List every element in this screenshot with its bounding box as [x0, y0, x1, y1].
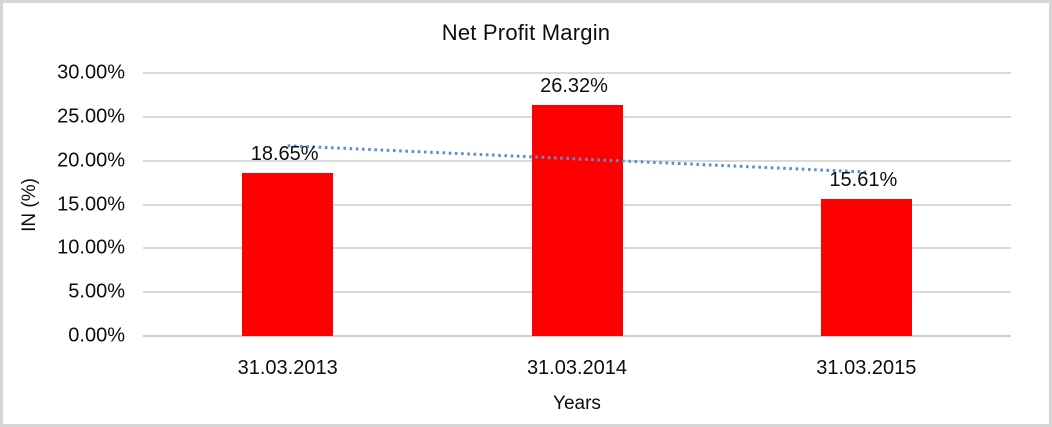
chart-title: Net Profit Margin — [441, 20, 611, 45]
gridline — [143, 335, 1011, 337]
plot-area: 18.65% 26.32% 15.61% — [143, 72, 1011, 337]
y-tick-label: 5.00% — [68, 280, 125, 303]
bar — [820, 199, 912, 336]
bar — [242, 172, 334, 336]
x-tick-label: 31.03.2014 — [526, 357, 628, 379]
x-tick-label: 31.03.2015 — [816, 357, 917, 379]
y-tick-label: 15.00% — [57, 193, 125, 215]
gridline — [143, 72, 1011, 74]
x-tick-label: 31.03.2013 — [237, 357, 338, 379]
bar-data-label: 26.32% — [540, 75, 608, 98]
x-axis-label: Years — [553, 393, 601, 414]
y-tick-label: 25.00% — [57, 105, 125, 128]
bar-data-label: 15.61% — [829, 169, 898, 192]
y-tick-label: 30.00% — [57, 61, 125, 84]
trendline — [287, 144, 867, 174]
bar — [531, 105, 623, 336]
bar-data-label: 18.65% — [250, 142, 319, 165]
y-tick-label: 0.00% — [68, 324, 125, 347]
y-tick-label: 10.00% — [57, 236, 125, 259]
y-tick-label: 20.00% — [57, 149, 125, 172]
